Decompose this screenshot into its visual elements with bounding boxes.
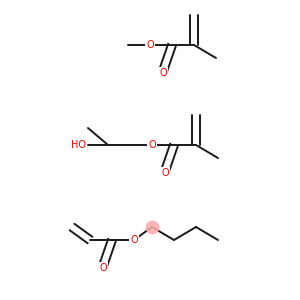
Text: O: O (148, 140, 156, 150)
Text: O: O (130, 235, 138, 245)
Text: O: O (161, 168, 169, 178)
Text: HO: HO (71, 140, 86, 150)
Text: O: O (146, 40, 154, 50)
Text: O: O (159, 68, 167, 78)
Text: O: O (99, 263, 107, 273)
